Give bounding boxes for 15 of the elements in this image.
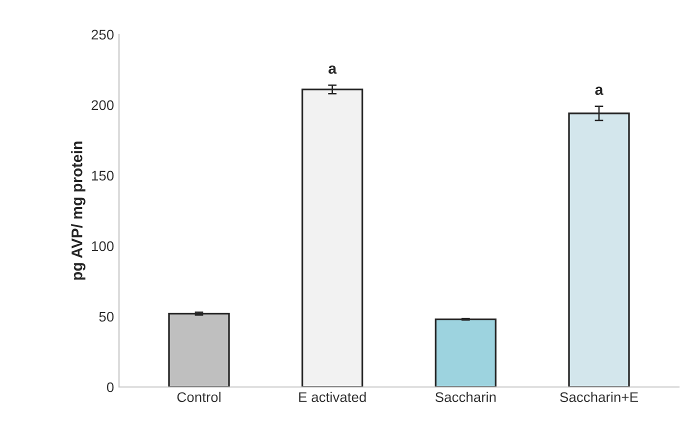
y-tick-label: 100 — [92, 241, 114, 252]
y-axis-title: pg AVP/ mg protein — [71, 142, 86, 280]
x-tick-label: E activated — [299, 392, 366, 402]
x-tick-label: Control — [177, 392, 220, 402]
bar — [302, 88, 364, 387]
y-tick-label: 200 — [92, 100, 114, 110]
y-tick-label: 150 — [92, 170, 114, 181]
y-tick-label: 50 — [99, 312, 114, 322]
annotation: a — [328, 65, 337, 74]
annotation: a — [595, 86, 604, 95]
y-tick-label: 250 — [92, 30, 114, 40]
x-tick-label: Saccharin — [435, 392, 496, 402]
x-tick-label: Saccharin+E — [560, 392, 638, 402]
bar — [434, 318, 496, 387]
y-tick-label: 0 — [106, 382, 114, 392]
